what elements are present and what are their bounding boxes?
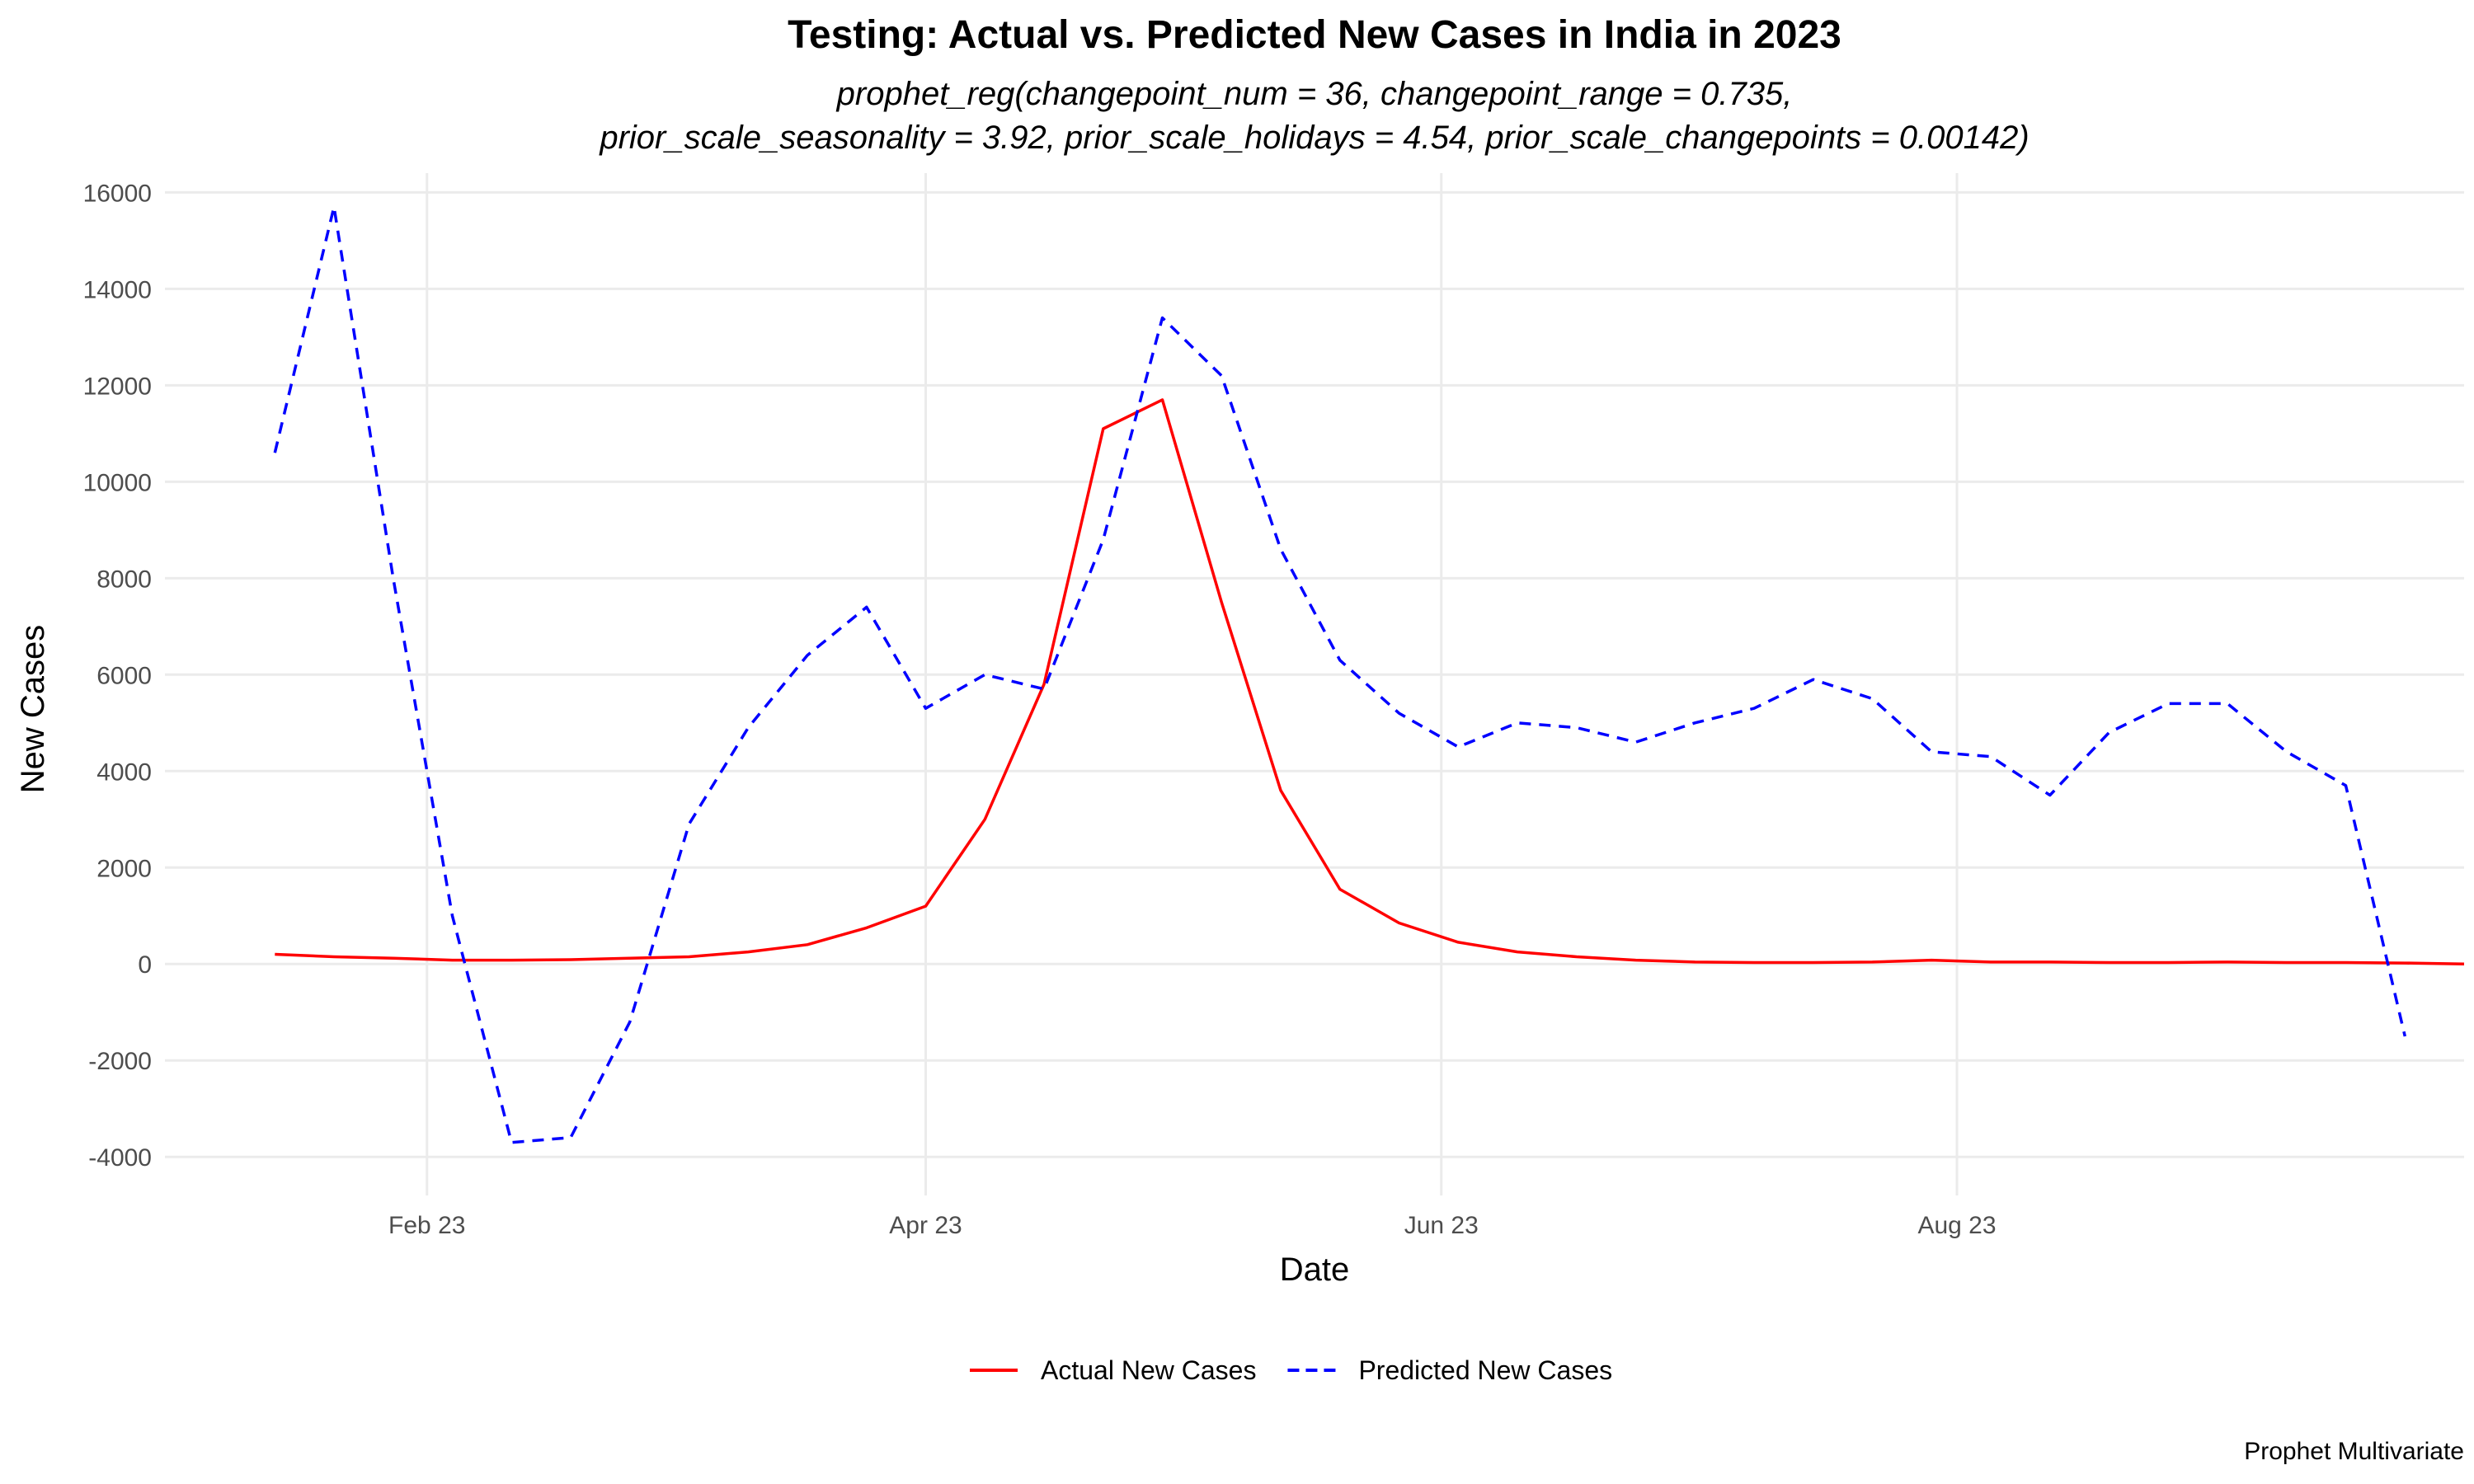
chart-subtitle-line-2: prior_scale_seasonality = 3.92, prior_sc… <box>599 120 2029 156</box>
series-line-actual-new-cases <box>275 398 2465 965</box>
chart-title: Testing: Actual vs. Predicted New Cases … <box>788 13 1841 57</box>
x-tick-label: Feb 23 <box>388 1212 465 1239</box>
y-axis-ticks: -4000 -2000 0 2000 4000 6000 8000 10000 12000 140… <box>83 180 152 1172</box>
x-axis-title: Date <box>1280 1252 1350 1288</box>
chart-caption: Prophet Multivariate <box>2244 1438 2464 1465</box>
chart-subtitle-line-1: prophet_reg(changepoint_num = 36, change… <box>836 76 1793 112</box>
y-tick-label: 4000 <box>96 758 152 786</box>
y-tick-label: -4000 <box>88 1144 152 1172</box>
legend-label-actual-new-cases: Actual New Cases <box>1041 1355 1256 1385</box>
x-tick-label: Apr 23 <box>889 1212 962 1239</box>
y-tick-label: -2000 <box>88 1048 152 1075</box>
y-tick-label: 2000 <box>96 855 152 882</box>
x-tick-label: Aug 23 <box>1917 1212 1996 1239</box>
legend: Actual New Cases Predicted New Cases <box>970 1355 1612 1385</box>
y-tick-label: 14000 <box>83 276 152 303</box>
y-axis-title: New Cases <box>15 625 51 794</box>
y-tick-label: 12000 <box>83 373 152 400</box>
y-tick-label: 6000 <box>96 662 152 689</box>
x-axis-ticks: Feb 23 Apr 23 Jun 23 Aug 23 <box>388 1212 1997 1239</box>
x-tick-label: Jun 23 <box>1404 1212 1479 1239</box>
y-tick-label: 16000 <box>83 180 152 207</box>
y-tick-label: 0 <box>138 951 152 979</box>
series-line-predicted-new-cases <box>273 205 2407 1144</box>
series-lines <box>273 205 2465 1144</box>
legend-label-predicted-new-cases: Predicted New Cases <box>1358 1355 1612 1385</box>
y-tick-label: 10000 <box>83 469 152 496</box>
y-tick-label: 8000 <box>96 566 152 593</box>
grid <box>165 173 2464 1195</box>
